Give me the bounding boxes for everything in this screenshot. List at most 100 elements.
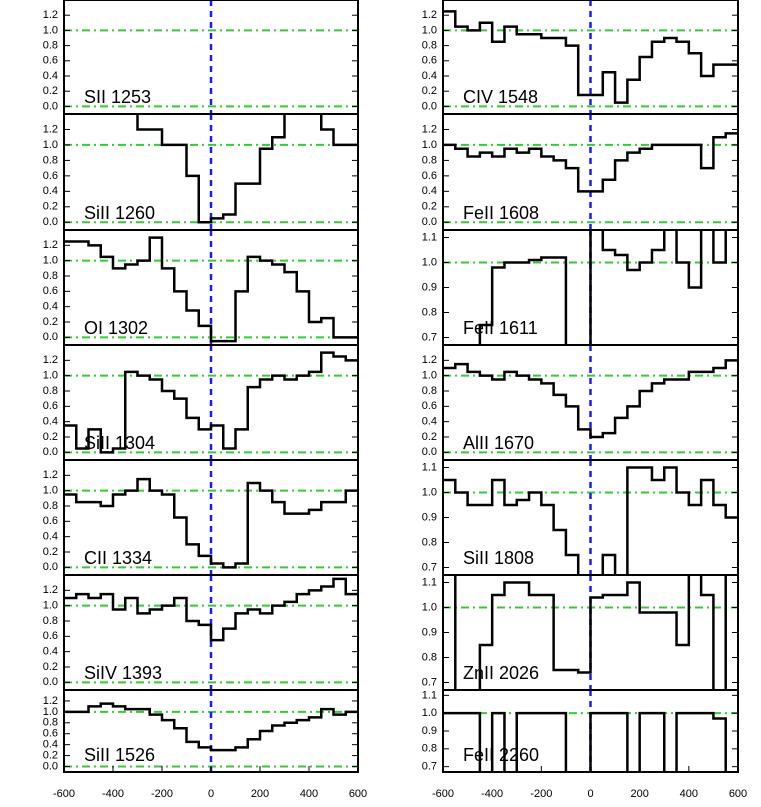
- panel-plot: [443, 575, 738, 690]
- y-tick-label: 0.0: [422, 100, 437, 112]
- line-label: FeII 2260: [463, 745, 539, 765]
- y-tick-label: 0.4: [422, 416, 437, 428]
- panel-plot: [443, 230, 738, 345]
- y-tick-label: 1.1: [422, 689, 437, 701]
- y-tick-label: 0.2: [43, 661, 58, 673]
- x-tick-label: -200: [151, 788, 173, 800]
- y-tick-label: 0.2: [43, 85, 58, 97]
- line-label: ZnII 2026: [463, 663, 539, 683]
- spectrum-line: [443, 711, 727, 772]
- x-tick-label: 0: [587, 788, 593, 800]
- line-label: SiIV 1393: [84, 663, 162, 683]
- spectrum-line: [443, 466, 738, 575]
- y-tick-label: 0.6: [43, 630, 58, 642]
- line-label: SiII 1304: [84, 433, 155, 453]
- y-tick-label: 0.6: [43, 55, 58, 67]
- panel-plot: [443, 0, 738, 114]
- y-tick-label: 1.0: [43, 370, 58, 382]
- panel-plot: [443, 114, 738, 230]
- y-tick-label: 0.2: [43, 750, 58, 762]
- line-label: AlII 1670: [463, 433, 534, 453]
- spectrum-line: [454, 575, 727, 690]
- y-tick-label: 1.2: [43, 695, 58, 707]
- x-tick-label: -400: [102, 788, 124, 800]
- y-tick-label: 0.7: [422, 676, 437, 688]
- y-tick-label: 0.0: [422, 446, 437, 458]
- y-tick-label: 0.8: [422, 154, 437, 166]
- y-tick-label: 1.1: [422, 461, 437, 473]
- y-tick-label: 0.8: [43, 500, 58, 512]
- y-tick-label: 0.4: [43, 531, 58, 543]
- y-tick-label: 0.2: [422, 431, 437, 443]
- y-tick-label: 1.0: [43, 706, 58, 718]
- y-tick-label: 1.2: [43, 239, 58, 251]
- y-tick-label: 1.0: [422, 139, 437, 151]
- y-tick-label: 0.2: [422, 85, 437, 97]
- spectrum-line: [443, 359, 738, 439]
- y-tick-label: 0.4: [43, 70, 58, 82]
- y-tick-label: 1.0: [422, 370, 437, 382]
- y-tick-label: 0.8: [43, 154, 58, 166]
- line-label: SiII 1808: [463, 548, 534, 568]
- y-tick-label: 0.8: [422, 651, 437, 663]
- y-tick-label: 0.6: [43, 170, 58, 182]
- y-tick-label: 1.0: [422, 486, 437, 498]
- y-tick-label: 0.6: [43, 515, 58, 527]
- spectrum-line: [64, 236, 358, 343]
- x-tick-label: -200: [530, 788, 552, 800]
- panel-plot: [443, 690, 738, 772]
- line-label: SiII 1526: [84, 745, 155, 765]
- y-tick-label: 0.2: [43, 201, 58, 213]
- y-tick-label: 0.7: [422, 761, 437, 773]
- y-tick-label: 1.2: [422, 354, 437, 366]
- y-tick-label: 0.8: [43, 615, 58, 627]
- y-tick-label: 1.0: [422, 24, 437, 36]
- y-tick-label: 0.8: [422, 306, 437, 318]
- y-tick-label: 1.0: [422, 707, 437, 719]
- y-tick-label: 0.4: [43, 416, 58, 428]
- x-tick-label: 200: [251, 788, 269, 800]
- y-tick-label: 0.0: [43, 676, 58, 688]
- panel-plot: [64, 0, 358, 114]
- y-tick-label: 0.9: [422, 626, 437, 638]
- y-tick-label: 1.0: [43, 485, 58, 497]
- line-label: SII 1253: [84, 87, 151, 107]
- y-tick-label: 0.9: [422, 511, 437, 523]
- y-tick-label: 1.2: [422, 123, 437, 135]
- panel-plot: [64, 345, 358, 460]
- y-tick-label: 1.2: [43, 123, 58, 135]
- y-tick-label: 0.4: [43, 739, 58, 751]
- y-tick-label: 1.1: [422, 231, 437, 243]
- y-tick-label: 0.6: [43, 400, 58, 412]
- spectrum-line: [64, 351, 358, 454]
- y-tick-label: 1.1: [422, 576, 437, 588]
- y-tick-label: 0.4: [43, 301, 58, 313]
- panel-plot: [443, 460, 738, 575]
- line-label: CII 1334: [84, 548, 152, 568]
- y-tick-label: 0.0: [43, 446, 58, 458]
- y-tick-label: 1.2: [43, 584, 58, 596]
- x-tick-label: 600: [349, 788, 367, 800]
- y-tick-label: 0.0: [422, 216, 437, 228]
- line-label: FeII 1608: [463, 203, 539, 223]
- y-tick-label: 0.9: [422, 725, 437, 737]
- x-tick-label: -600: [53, 788, 75, 800]
- y-tick-label: 0.0: [43, 216, 58, 228]
- y-tick-label: 0.4: [422, 70, 437, 82]
- spectrum-line: [478, 230, 727, 345]
- panel-plot: [64, 575, 358, 690]
- spectrum-line: [64, 477, 358, 569]
- y-tick-label: 0.8: [43, 717, 58, 729]
- panel-plot: [443, 345, 738, 460]
- y-tick-label: 1.2: [422, 9, 437, 21]
- panel-plot: [64, 114, 358, 230]
- y-tick-label: 1.2: [43, 469, 58, 481]
- y-tick-label: 1.0: [43, 600, 58, 612]
- panel-plot: [64, 460, 358, 575]
- y-tick-label: 1.0: [43, 255, 58, 267]
- x-tick-label: -400: [481, 788, 503, 800]
- y-tick-label: 0.6: [422, 170, 437, 182]
- y-tick-label: 0.8: [422, 743, 437, 755]
- y-tick-label: 0.9: [422, 281, 437, 293]
- y-tick-label: 1.0: [43, 139, 58, 151]
